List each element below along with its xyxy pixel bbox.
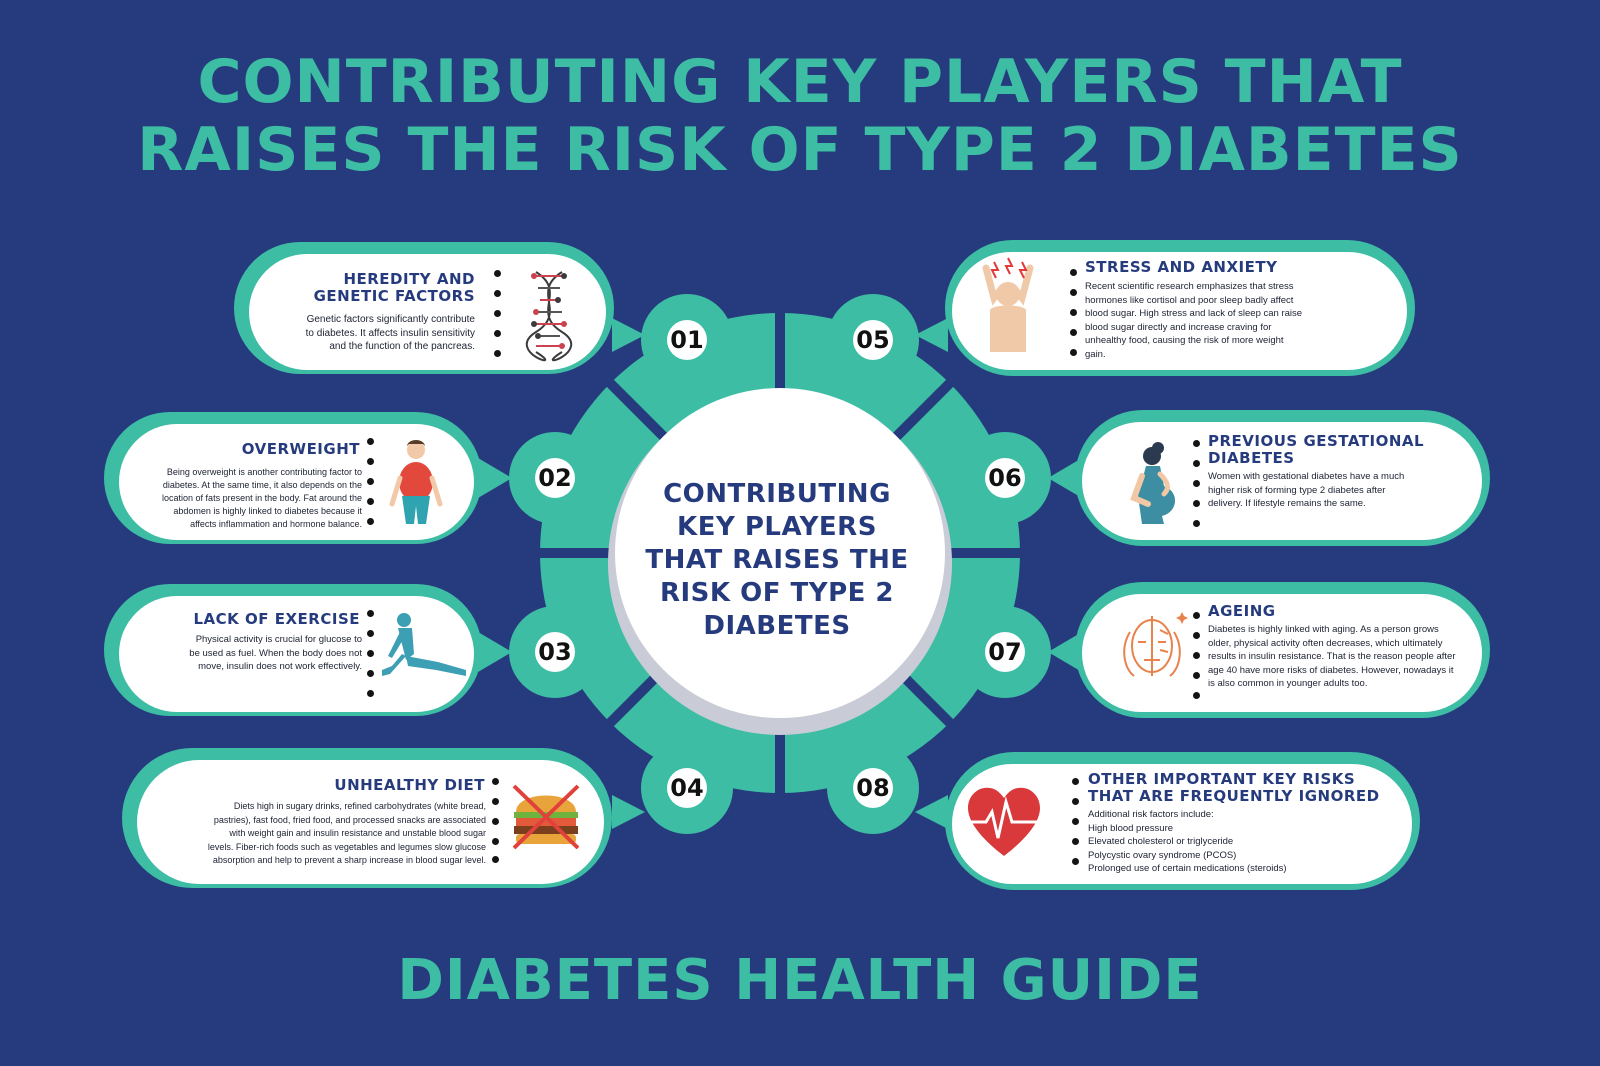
card-text-line: Genetic factors significantly contribute [306, 314, 475, 325]
card-title-line: GENETIC FACTORS [313, 287, 475, 305]
dna-icon [526, 271, 572, 362]
card-text-line: to diabetes. It affects insulin sensitiv… [305, 327, 475, 339]
card-text-line: High blood pressure [1088, 822, 1174, 834]
card-text-line: with weight gain and insulin resistance … [229, 828, 486, 838]
central-wheel [527, 300, 1033, 808]
card-description: Additional risk factors include: High bl… [1088, 808, 1388, 876]
card-text-line: higher risk of forming type 2 diabetes a… [1208, 484, 1386, 496]
card-text-line: hormones like cortisol and poor sleep ba… [1085, 294, 1294, 306]
card-text-line: Prolonged use of certain medications (st… [1088, 863, 1287, 874]
card-text-line: location of fats present in the body. Fa… [162, 493, 362, 503]
card-text-line: absorption and help to prevent a sharp i… [212, 855, 486, 865]
card-title-line: PREVIOUS GESTATIONAL [1208, 432, 1425, 450]
card-description: Diets high in sugary drinks, refined car… [160, 800, 486, 868]
card-title-line: THAT ARE FREQUENTLY IGNORED [1088, 787, 1380, 805]
card-title: AGEING [1208, 603, 1408, 620]
card-title: HEREDITY AND GENETIC FACTORS [270, 271, 475, 305]
card-title: PREVIOUS GESTATIONAL DIABETES [1208, 433, 1468, 467]
main-title-line-1: CONTRIBUTING KEY PLAYERS THAT [197, 47, 1403, 117]
stressed-person-icon [982, 257, 1034, 352]
connector-arrows [478, 318, 1082, 829]
footer-label: DIABETES HEALTH GUIDE [397, 948, 1203, 1013]
card-text-line: blood sugar. High stress and lack of sle… [1085, 308, 1303, 319]
aging-face-icon [1123, 612, 1188, 677]
card-text-line: delivery. If lifestyle remains the same. [1208, 498, 1366, 509]
heartbeat-icon [962, 787, 1046, 856]
number-label-08: 08 [853, 768, 893, 808]
number-label-03: 03 [535, 632, 575, 672]
center-line: DIABETES [703, 611, 851, 641]
card-title-line: OVERWEIGHT [241, 440, 360, 458]
crossed-burger-icon [512, 784, 580, 850]
center-line: THAT RAISES THE [645, 545, 909, 575]
card-description: Women with gestational diabetes have a m… [1208, 470, 1468, 511]
number-label-04: 04 [667, 768, 707, 808]
card-title: UNHEALTHY DIET [290, 777, 485, 794]
card-text-line: Diets high in sugary drinks, refined car… [233, 801, 486, 811]
number-label-06: 06 [985, 458, 1025, 498]
card-title: STRESS AND ANXIETY [1085, 259, 1345, 276]
card-text-line: Polycystic ovary syndrome (PCOS) [1088, 849, 1237, 861]
card-description: Genetic factors significantly contribute… [255, 313, 475, 354]
center-title: CONTRIBUTING KEY PLAYERS THAT RAISES THE… [607, 478, 947, 643]
card-description: Recent scientific research emphasizes th… [1085, 280, 1365, 361]
capsules [104, 240, 1490, 890]
card-text-line: pastries), fast food, fried food, and pr… [213, 814, 486, 825]
card-text-line: abdomen is highly linked to diabetes bec… [173, 506, 362, 516]
card-title: OVERWEIGHT [180, 441, 360, 458]
overweight-person-icon [389, 440, 443, 524]
card-text-line: and the function of the pancreas. [329, 341, 475, 352]
center-line: KEY PLAYERS [677, 512, 877, 542]
card-text-line: Physical activity is crucial for glucose… [195, 634, 362, 645]
card-title-line: STRESS AND ANXIETY [1085, 258, 1278, 276]
card-text-line: older, physical activity often decreases… [1208, 637, 1443, 649]
card-description: Diabetes is highly linked with aging. As… [1208, 623, 1468, 691]
card-text-line: Women with gestational diabetes have a m… [1208, 471, 1405, 482]
number-label-07: 07 [985, 632, 1025, 672]
card-text-line: gain. [1085, 348, 1106, 360]
card-title-line: OTHER IMPORTANT KEY RISKS [1088, 770, 1356, 788]
card-title-line: AGEING [1208, 602, 1276, 620]
center-line: RISK OF TYPE 2 [659, 578, 895, 608]
number-label-01: 01 [667, 320, 707, 360]
card-text-line: move, insulin does not work effectively. [198, 661, 362, 672]
center-line: CONTRIBUTING [663, 479, 891, 509]
card-title-line: DIABETES [1208, 449, 1295, 467]
card-text-line: diabetes. At the same time, it also depe… [162, 480, 362, 490]
card-text-line: blood sugar directly and increase cravin… [1085, 321, 1272, 333]
card-text-line: unhealthy food, causing the risk of more… [1085, 335, 1284, 346]
card-text-line: Additional risk factors include: [1088, 809, 1214, 820]
card-title: LACK OF EXERCISE [150, 611, 360, 628]
card-title: OTHER IMPORTANT KEY RISKS THAT ARE FREQU… [1088, 771, 1408, 805]
main-title-line-2: RAISES THE RISK OF TYPE 2 DIABETES [137, 115, 1463, 185]
center-disc [615, 388, 945, 718]
stretching-person-icon [382, 613, 466, 676]
card-text-line: age 40 have more risks of diabetes. Howe… [1208, 664, 1454, 676]
card-description: Being overweight is another contributing… [130, 466, 362, 531]
pregnant-woman-icon [1130, 442, 1176, 524]
card-title-line: UNHEALTHY DIET [334, 776, 485, 794]
card-text-line: be used as fuel. When the body does not [189, 647, 362, 659]
card-text-line: affects inflammation and hormone balance… [190, 519, 362, 529]
card-description: Physical activity is crucial for glucose… [150, 633, 362, 674]
card-text-line: is also common in younger adults too. [1208, 678, 1368, 689]
card-text-line: Being overweight is another contributing… [166, 467, 362, 477]
card-title-line: LACK OF EXERCISE [193, 610, 360, 628]
card-text-line: Elevated cholesterol or triglyceride [1088, 836, 1234, 847]
card-text-line: Diabetes is highly linked with aging. As… [1208, 624, 1439, 635]
card-title-line: HEREDITY AND [343, 270, 475, 288]
card-text-line: Recent scientific research emphasizes th… [1085, 281, 1294, 292]
number-label-05: 05 [853, 320, 893, 360]
card-text-line: results in insulin resistance. That is t… [1208, 651, 1456, 662]
card-text-line: levels. Fiber-rich foods such as vegetab… [207, 841, 486, 852]
number-label-02: 02 [535, 458, 575, 498]
